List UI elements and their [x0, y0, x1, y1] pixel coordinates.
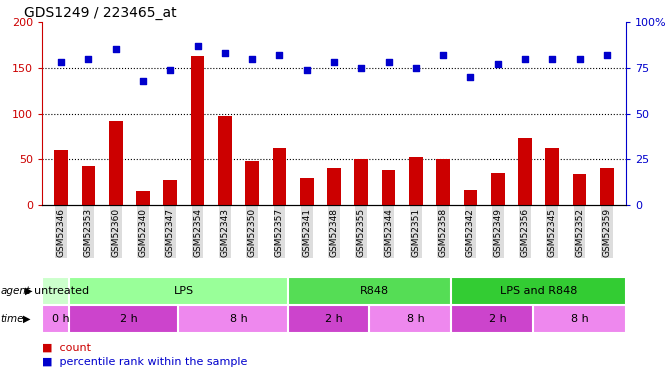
Point	[602, 52, 613, 58]
Text: 8 h: 8 h	[407, 314, 425, 324]
Text: R848: R848	[360, 286, 389, 296]
Bar	[288, 305, 380, 333]
Point	[110, 46, 121, 53]
Text: untreated: untreated	[33, 286, 89, 296]
Bar	[42, 277, 80, 305]
Point	[574, 56, 585, 62]
Text: GDS1249 / 223465_at: GDS1249 / 223465_at	[25, 6, 177, 20]
Bar	[533, 305, 626, 333]
Text: LPS and R848: LPS and R848	[500, 286, 577, 296]
Point	[465, 74, 476, 80]
Bar	[572, 174, 587, 205]
Bar	[54, 150, 68, 205]
Bar	[381, 170, 395, 205]
Bar	[273, 148, 287, 205]
Bar	[327, 168, 341, 205]
Bar	[245, 161, 259, 205]
Point	[55, 59, 66, 65]
Bar	[355, 159, 368, 205]
Bar	[464, 190, 477, 205]
Bar	[518, 138, 532, 205]
Bar	[300, 177, 313, 205]
Text: ▶: ▶	[25, 286, 33, 296]
Text: 8 h: 8 h	[230, 314, 247, 324]
Text: ■  count: ■ count	[42, 343, 91, 353]
Text: time: time	[1, 314, 24, 324]
Bar	[42, 305, 80, 333]
Point	[492, 61, 503, 67]
Point	[246, 56, 257, 62]
Text: 0 h: 0 h	[52, 314, 70, 324]
Text: ▶: ▶	[23, 314, 30, 324]
Bar	[288, 277, 462, 305]
Bar	[164, 180, 177, 205]
Bar	[409, 156, 423, 205]
Point	[83, 56, 94, 62]
Bar	[69, 277, 299, 305]
Point	[274, 52, 285, 58]
Text: agent: agent	[1, 286, 31, 296]
Point	[192, 43, 203, 49]
Text: 2 h: 2 h	[489, 314, 506, 324]
Point	[165, 67, 176, 73]
Bar	[369, 305, 462, 333]
Bar	[69, 305, 189, 333]
Bar	[136, 191, 150, 205]
Bar	[452, 305, 544, 333]
Text: 2 h: 2 h	[325, 314, 343, 324]
Text: LPS: LPS	[174, 286, 194, 296]
Point	[520, 56, 530, 62]
Point	[138, 78, 148, 84]
Text: ■  percentile rank within the sample: ■ percentile rank within the sample	[42, 357, 247, 368]
Point	[301, 67, 312, 73]
Bar	[491, 173, 504, 205]
Point	[356, 65, 367, 71]
Text: 2 h: 2 h	[120, 314, 138, 324]
Bar	[436, 159, 450, 205]
Bar	[109, 121, 122, 205]
Bar	[546, 148, 559, 205]
Bar	[81, 166, 96, 205]
Point	[383, 59, 394, 65]
Point	[438, 52, 448, 58]
Bar	[178, 305, 299, 333]
Point	[411, 65, 422, 71]
Bar	[600, 168, 614, 205]
Text: 8 h: 8 h	[570, 314, 589, 324]
Point	[547, 56, 558, 62]
Bar	[191, 56, 204, 205]
Point	[220, 50, 230, 56]
Bar	[452, 277, 626, 305]
Bar	[218, 116, 232, 205]
Point	[329, 59, 339, 65]
